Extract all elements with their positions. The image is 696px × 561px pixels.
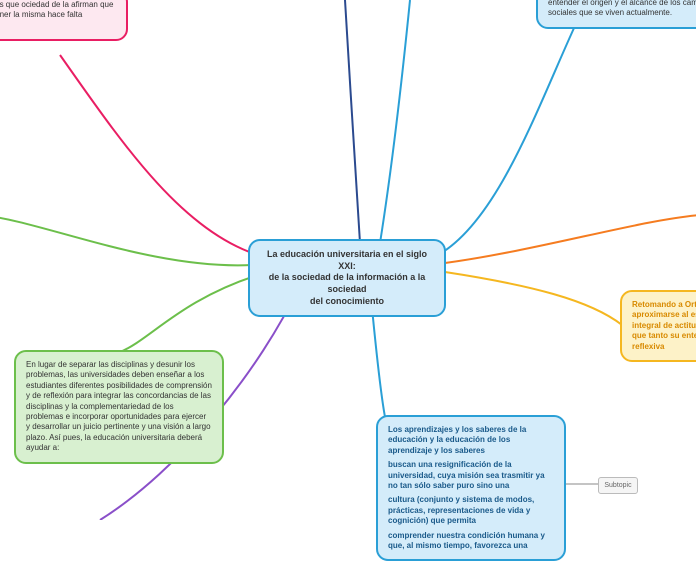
subtopic-label: Subtopic <box>604 482 631 489</box>
bb-p2: buscan una resignificación de la univers… <box>388 460 554 491</box>
bb-p4: comprender nuestra condición humana y qu… <box>388 531 554 552</box>
pink-text: características que ociedad de la afirma… <box>0 0 116 31</box>
center-line3: del conocimiento <box>260 296 434 308</box>
yellow-text: Retomando a Ortega, en la universidad, a… <box>632 300 696 352</box>
green-topic[interactable]: En lugar de separar las disciplinas y de… <box>14 350 224 464</box>
blue-top-topic[interactable]: entender el origen y el alcance de los c… <box>536 0 696 29</box>
center-line2: de la sociedad de la información a la so… <box>260 272 434 295</box>
blue-bottom-topic[interactable]: Los aprendizajes y los saberes de la edu… <box>376 415 566 561</box>
bb-p3: cultura (conjunto y sistema de modos, pr… <box>388 495 554 526</box>
bb-p1: Los aprendizajes y los saberes de la edu… <box>388 425 554 456</box>
blue-top-text: entender el origen y el alcance de los c… <box>548 0 696 19</box>
central-topic[interactable]: La educación universitaria en el siglo X… <box>248 239 446 317</box>
center-line1: La educación universitaria en el siglo X… <box>260 249 434 272</box>
pink-topic[interactable]: características que ociedad de la afirma… <box>0 0 128 41</box>
yellow-topic[interactable]: Retomando a Ortega, en la universidad, a… <box>620 290 696 362</box>
green-text: En lugar de separar las disciplinas y de… <box>26 360 212 454</box>
subtopic-node[interactable]: Subtopic <box>598 477 638 494</box>
